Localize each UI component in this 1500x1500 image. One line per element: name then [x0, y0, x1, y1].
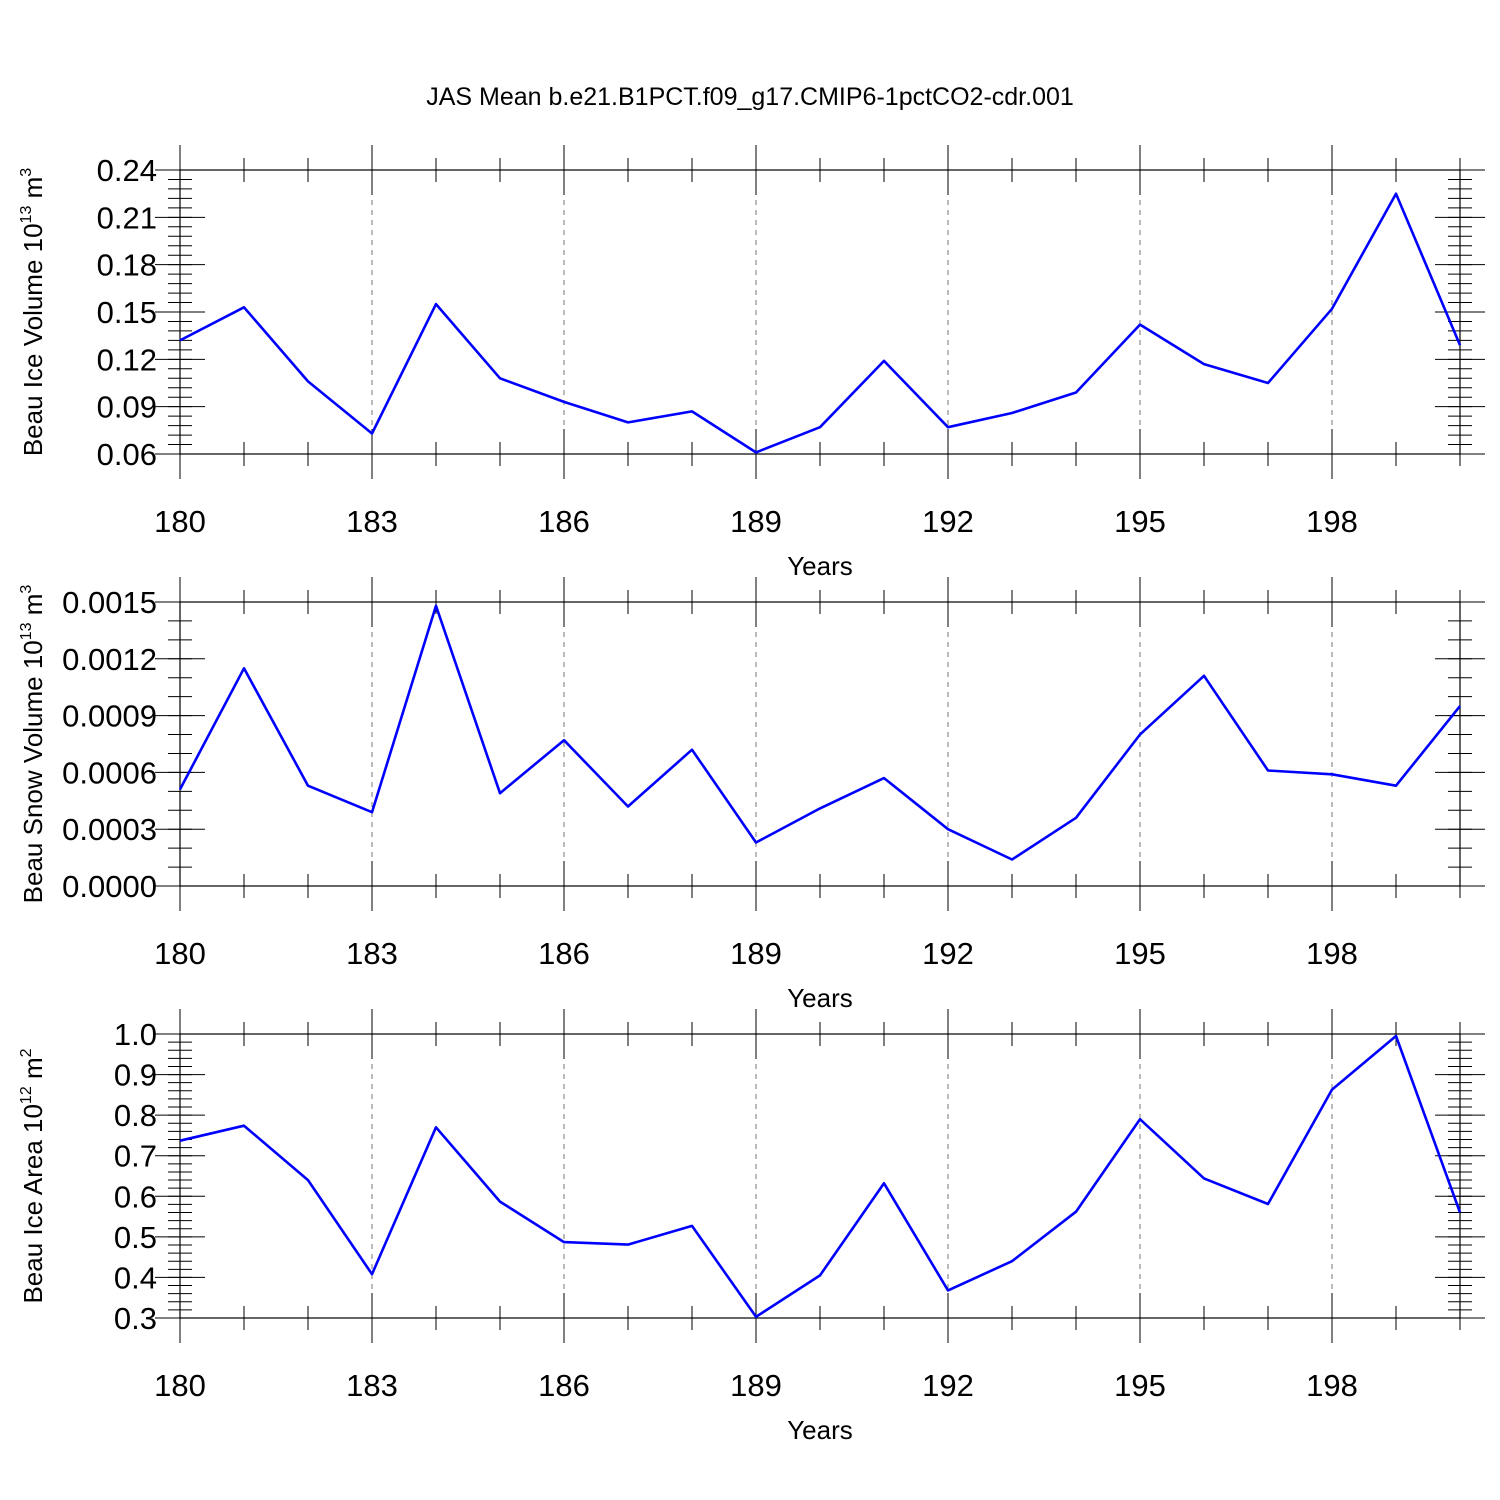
y-tick-label: 0.0000: [62, 869, 157, 904]
y-tick-label: 0.4: [114, 1260, 157, 1295]
y-tick-label: 0.18: [97, 248, 157, 283]
x-axis-label: Years: [787, 983, 853, 1013]
y-axis-label: Beau Ice Volume 1013 m3: [18, 168, 48, 456]
y-tick-label: 0.3: [114, 1301, 157, 1336]
x-tick-label: 192: [922, 504, 974, 539]
y-tick-label: 0.7: [114, 1139, 157, 1174]
x-tick-label: 186: [538, 504, 590, 539]
x-tick-label: 192: [922, 936, 974, 971]
x-tick-label: 195: [1114, 504, 1166, 539]
x-tick-label: 189: [730, 504, 782, 539]
x-tick-label: 198: [1306, 504, 1358, 539]
x-tick-label: 189: [730, 1368, 782, 1403]
series-line: [178, 604, 1462, 861]
x-tick-label: 180: [154, 1368, 206, 1403]
x-tick-label: 183: [346, 936, 398, 971]
plots-container: 0.06 0.09 0.12 0.15 0.18 0.21 0.24 180 183 186 189…: [18, 145, 1485, 1445]
y-axis-label: Beau Ice Area 1012 m2: [18, 1048, 48, 1303]
y-tick-label: 0.5: [114, 1220, 157, 1255]
y-tick-label: 0.15: [97, 295, 157, 330]
x-tick-label: 195: [1114, 1368, 1166, 1403]
x-axis-label: Years: [787, 1415, 853, 1445]
series-line: [179, 192, 1462, 454]
x-tick-label: 192: [922, 1368, 974, 1403]
x-tick-label: 183: [346, 1368, 398, 1403]
y-tick-label: 0.0003: [62, 812, 157, 847]
x-tick-label: 189: [730, 936, 782, 971]
y-axis-label: Beau Snow Volume 1013 m3: [18, 585, 48, 904]
y-tick-label: 0.06: [97, 437, 157, 472]
x-tick-label: 186: [538, 936, 590, 971]
y-tick-label: 0.0012: [62, 642, 157, 677]
x-tick-label: 198: [1306, 936, 1358, 971]
y-tick-label: 0.6: [114, 1179, 157, 1214]
y-tick-label: 0.24: [97, 153, 157, 188]
y-tick-label: 0.0006: [62, 755, 157, 790]
y-tick-label: 0.12: [97, 342, 157, 377]
y-tick-label: 0.9: [114, 1058, 157, 1093]
x-axis-label: Years: [787, 551, 853, 581]
panel-1: 0.06 0.09 0.12 0.15 0.18 0.21 0.24 180 183 186 189…: [18, 145, 1485, 581]
figure-title: JAS Mean b.e21.B1PCT.f09_g17.CMIP6-1pctC…: [426, 83, 1074, 111]
x-tick-label: 186: [538, 1368, 590, 1403]
y-tick-label: 0.21: [97, 200, 157, 235]
x-tick-label: 198: [1306, 1368, 1358, 1403]
x-tick-label: 180: [154, 504, 206, 539]
panel-3: 0.3 0.4 0.5 0.6 0.7 0.8 0.9 1.0 180 183 186 189 192 1…: [18, 1009, 1485, 1445]
panel-2: 0.0000 0.0003 0.0006 0.0009 0.0012 0.0015 180 1…: [18, 577, 1485, 1013]
y-tick-label: 0.8: [114, 1098, 157, 1133]
x-tick-label: 195: [1114, 936, 1166, 971]
x-tick-label: 180: [154, 936, 206, 971]
y-tick-label: 0.09: [97, 390, 157, 425]
y-tick-label: 0.0015: [62, 585, 157, 620]
x-tick-label: 183: [346, 504, 398, 539]
y-tick-label: 1.0: [114, 1017, 157, 1052]
y-tick-label: 0.0009: [62, 699, 157, 734]
